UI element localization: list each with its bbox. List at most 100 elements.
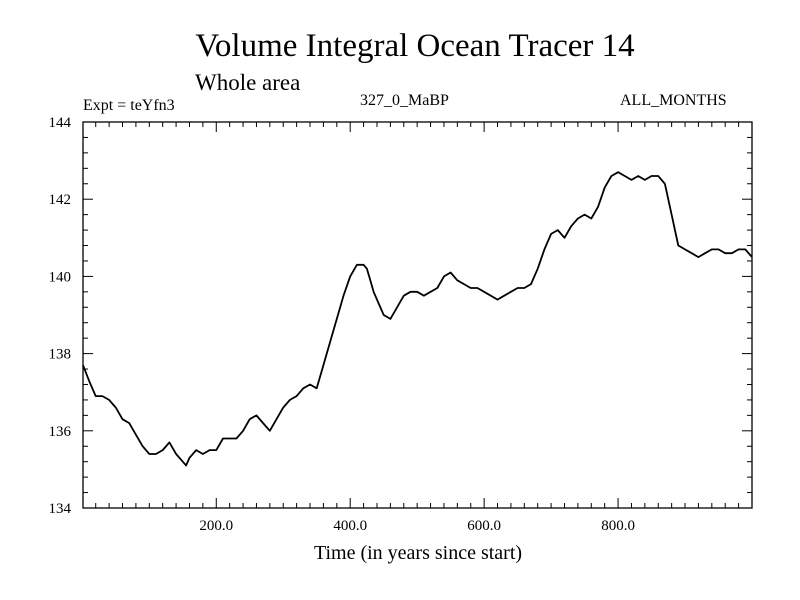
- data-point: [256, 415, 257, 416]
- data-point: [242, 430, 243, 431]
- data-point: [571, 226, 572, 227]
- period-label: 327_0_MaBP: [360, 92, 449, 109]
- data-point: [323, 365, 324, 366]
- data-point: [705, 253, 706, 254]
- data-point: [751, 257, 752, 258]
- x-tick-label: 800.0: [601, 518, 635, 534]
- data-point: [269, 430, 270, 431]
- series-layer: [82, 171, 753, 467]
- data-point: [664, 183, 665, 184]
- data-point: [731, 253, 732, 254]
- data-point: [678, 245, 679, 246]
- data-point: [222, 438, 223, 439]
- chart-subtitle: Whole area: [195, 70, 301, 95]
- data-point: [510, 291, 511, 292]
- experiment-label: Expt = teYfn3: [83, 97, 175, 114]
- data-point: [484, 291, 485, 292]
- data-point: [109, 399, 110, 400]
- data-point: [283, 407, 284, 408]
- data-point: [423, 295, 424, 296]
- series-line: [82, 171, 753, 467]
- data-point: [249, 419, 250, 420]
- data-point: [617, 172, 618, 173]
- axes: 200.0 400.0 600.0 800.0 134 136 138 140 142 144: [49, 115, 753, 534]
- data-point: [504, 295, 505, 296]
- data-point: [82, 365, 83, 366]
- data-point: [366, 268, 367, 269]
- data-point: [477, 287, 478, 288]
- data-point: [169, 442, 170, 443]
- data-point: [289, 399, 290, 400]
- data-point: [330, 341, 331, 342]
- data-point: [383, 314, 384, 315]
- data-point: [557, 229, 558, 230]
- data-point: [745, 249, 746, 250]
- y-tick-label: 136: [49, 424, 72, 440]
- x-axis-label: Time (in years since start): [314, 542, 522, 564]
- plot-frame: [82, 121, 753, 509]
- y-tick-label: 140: [49, 269, 72, 285]
- data-point: [658, 175, 659, 176]
- data-point: [229, 438, 230, 439]
- data-point: [530, 284, 531, 285]
- data-point: [236, 438, 237, 439]
- data-point: [175, 453, 176, 454]
- x-tick-label: 600.0: [467, 518, 501, 534]
- data-point: [544, 249, 545, 250]
- data-point: [88, 380, 89, 381]
- data-point: [437, 287, 438, 288]
- x-tick-label: 400.0: [333, 518, 367, 534]
- data-point: [624, 175, 625, 176]
- data-point: [102, 395, 103, 396]
- data-point: [189, 457, 190, 458]
- data-point: [209, 450, 210, 451]
- data-point: [363, 264, 364, 265]
- data-point: [577, 218, 578, 219]
- data-point: [263, 422, 264, 423]
- data-point: [276, 419, 277, 420]
- data-point: [457, 280, 458, 281]
- data-point: [216, 450, 217, 451]
- data-point: [373, 291, 374, 292]
- data-point: [417, 291, 418, 292]
- months-label: ALL_MONTHS: [620, 92, 727, 109]
- data-point: [390, 318, 391, 319]
- data-point: [142, 446, 143, 447]
- data-point: [196, 450, 197, 451]
- data-point: [550, 233, 551, 234]
- data-point: [738, 249, 739, 250]
- data-point: [564, 237, 565, 238]
- y-tick-label: 142: [49, 192, 72, 208]
- data-point: [443, 276, 444, 277]
- data-point: [296, 395, 297, 396]
- data-point: [490, 295, 491, 296]
- data-point: [524, 287, 525, 288]
- data-point: [584, 214, 585, 215]
- chart-title: Volume Integral Ocean Tracer 14: [195, 28, 635, 64]
- data-point: [591, 218, 592, 219]
- data-point: [356, 264, 357, 265]
- data-point: [343, 295, 344, 296]
- data-point: [638, 175, 639, 176]
- data-point: [430, 291, 431, 292]
- data-point: [604, 187, 605, 188]
- x-tick-label: 200.0: [199, 518, 233, 534]
- data-point: [336, 318, 337, 319]
- data-point: [135, 434, 136, 435]
- data-point: [122, 419, 123, 420]
- y-tick-label: 138: [49, 347, 72, 363]
- data-point: [115, 407, 116, 408]
- data-point: [410, 291, 411, 292]
- data-point: [497, 299, 498, 300]
- y-tick-label: 144: [49, 115, 72, 131]
- data-point: [517, 287, 518, 288]
- data-point: [303, 388, 304, 389]
- data-point: [644, 179, 645, 180]
- data-point: [684, 249, 685, 250]
- data-point: [202, 453, 203, 454]
- data-point: [186, 465, 187, 466]
- data-point: [403, 295, 404, 296]
- y-tick-label: 134: [49, 501, 72, 517]
- data-point: [309, 384, 310, 385]
